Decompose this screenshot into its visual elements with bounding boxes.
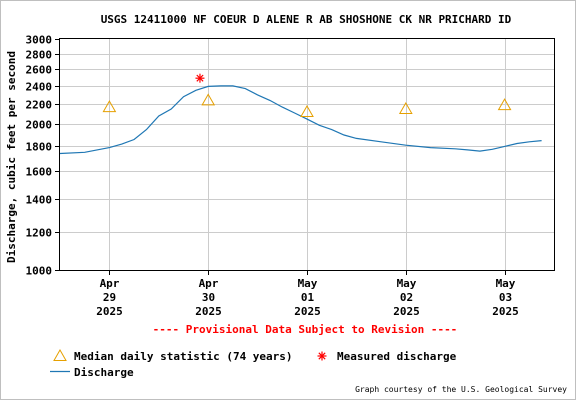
x-tick-label: 2025 <box>294 305 321 318</box>
median-point <box>497 98 512 111</box>
x-tick-label: 2025 <box>393 305 420 318</box>
x-tick-label: May <box>298 277 318 290</box>
median-point <box>102 100 117 113</box>
grid-lines <box>60 39 554 270</box>
y-tick-label: 1000 <box>26 265 53 278</box>
y-tick-label: 1600 <box>26 166 53 179</box>
credit-text: Graph courtesy of the U.S. Geological Su… <box>355 385 567 394</box>
x-tick-label: May <box>496 277 516 290</box>
asterisk-stroke <box>196 74 204 82</box>
y-tick-label: 3000 <box>26 34 53 47</box>
y-tick-label: 2400 <box>26 81 53 94</box>
legend-discharge-label: Discharge <box>74 366 134 379</box>
legend-measured-icon <box>317 351 327 361</box>
x-tick-label: 2025 <box>492 305 519 318</box>
x-tick-label: 02 <box>400 291 413 304</box>
asterisk-stroke <box>318 352 326 360</box>
x-tick-label: 30 <box>202 291 215 304</box>
median-point <box>201 93 216 106</box>
y-tick-label: 1200 <box>26 227 53 240</box>
median-point <box>300 104 314 118</box>
x-tick-label: 01 <box>301 291 315 304</box>
y-tick-label: 2600 <box>26 64 53 77</box>
median-point <box>398 102 413 115</box>
provisional-notice: ---- Provisional Data Subject to Revisio… <box>153 323 458 336</box>
y-axis-label: Discharge, cubic feet per second <box>5 51 18 263</box>
y-tick-label: 2800 <box>26 49 53 62</box>
x-tick-label: May <box>397 277 417 290</box>
series-layer <box>59 73 542 155</box>
y-tick-label: 2000 <box>26 119 53 132</box>
x-tick-label: Apr <box>199 277 219 290</box>
x-tick-label: Apr <box>100 277 120 290</box>
legend: Median daily statistic (74 years) Measure… <box>50 348 457 379</box>
x-tick-label: 2025 <box>96 305 123 318</box>
legend-measured-label: Measured discharge <box>337 350 457 363</box>
x-tick-label: 29 <box>103 291 116 304</box>
legend-median-label: Median daily statistic (74 years) <box>74 350 293 363</box>
y-tick-label: 2200 <box>26 99 53 112</box>
y-tick-label: 1400 <box>26 194 53 207</box>
x-tick-label: 2025 <box>195 305 222 318</box>
chart-title: USGS 12411000 NF COEUR D ALENE R AB SHOS… <box>101 13 512 26</box>
axes: 1000 1200 1400 1600 1800 2000 2200 2400 2600 2800… <box>26 34 519 319</box>
y-tick-label: 1800 <box>26 141 53 154</box>
legend-median-icon <box>53 348 67 361</box>
x-tick-label: 03 <box>499 291 512 304</box>
measured-point <box>195 73 205 83</box>
discharge-line <box>59 85 542 155</box>
